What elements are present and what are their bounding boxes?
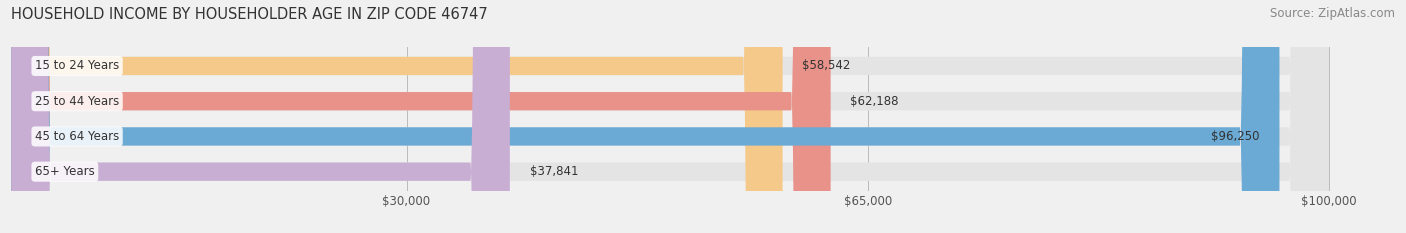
Text: HOUSEHOLD INCOME BY HOUSEHOLDER AGE IN ZIP CODE 46747: HOUSEHOLD INCOME BY HOUSEHOLDER AGE IN Z… xyxy=(11,7,488,22)
Text: $62,188: $62,188 xyxy=(851,95,898,108)
Text: $58,542: $58,542 xyxy=(803,59,851,72)
Text: 45 to 64 Years: 45 to 64 Years xyxy=(35,130,120,143)
FancyBboxPatch shape xyxy=(11,0,1329,233)
FancyBboxPatch shape xyxy=(11,0,1329,233)
FancyBboxPatch shape xyxy=(11,0,1329,233)
FancyBboxPatch shape xyxy=(11,0,510,233)
Text: $96,250: $96,250 xyxy=(1211,130,1260,143)
FancyBboxPatch shape xyxy=(11,0,831,233)
Text: 15 to 24 Years: 15 to 24 Years xyxy=(35,59,120,72)
Text: Source: ZipAtlas.com: Source: ZipAtlas.com xyxy=(1270,7,1395,20)
FancyBboxPatch shape xyxy=(11,0,1329,233)
Text: $37,841: $37,841 xyxy=(530,165,578,178)
FancyBboxPatch shape xyxy=(11,0,1279,233)
Text: 65+ Years: 65+ Years xyxy=(35,165,94,178)
Text: 25 to 44 Years: 25 to 44 Years xyxy=(35,95,120,108)
FancyBboxPatch shape xyxy=(11,0,783,233)
